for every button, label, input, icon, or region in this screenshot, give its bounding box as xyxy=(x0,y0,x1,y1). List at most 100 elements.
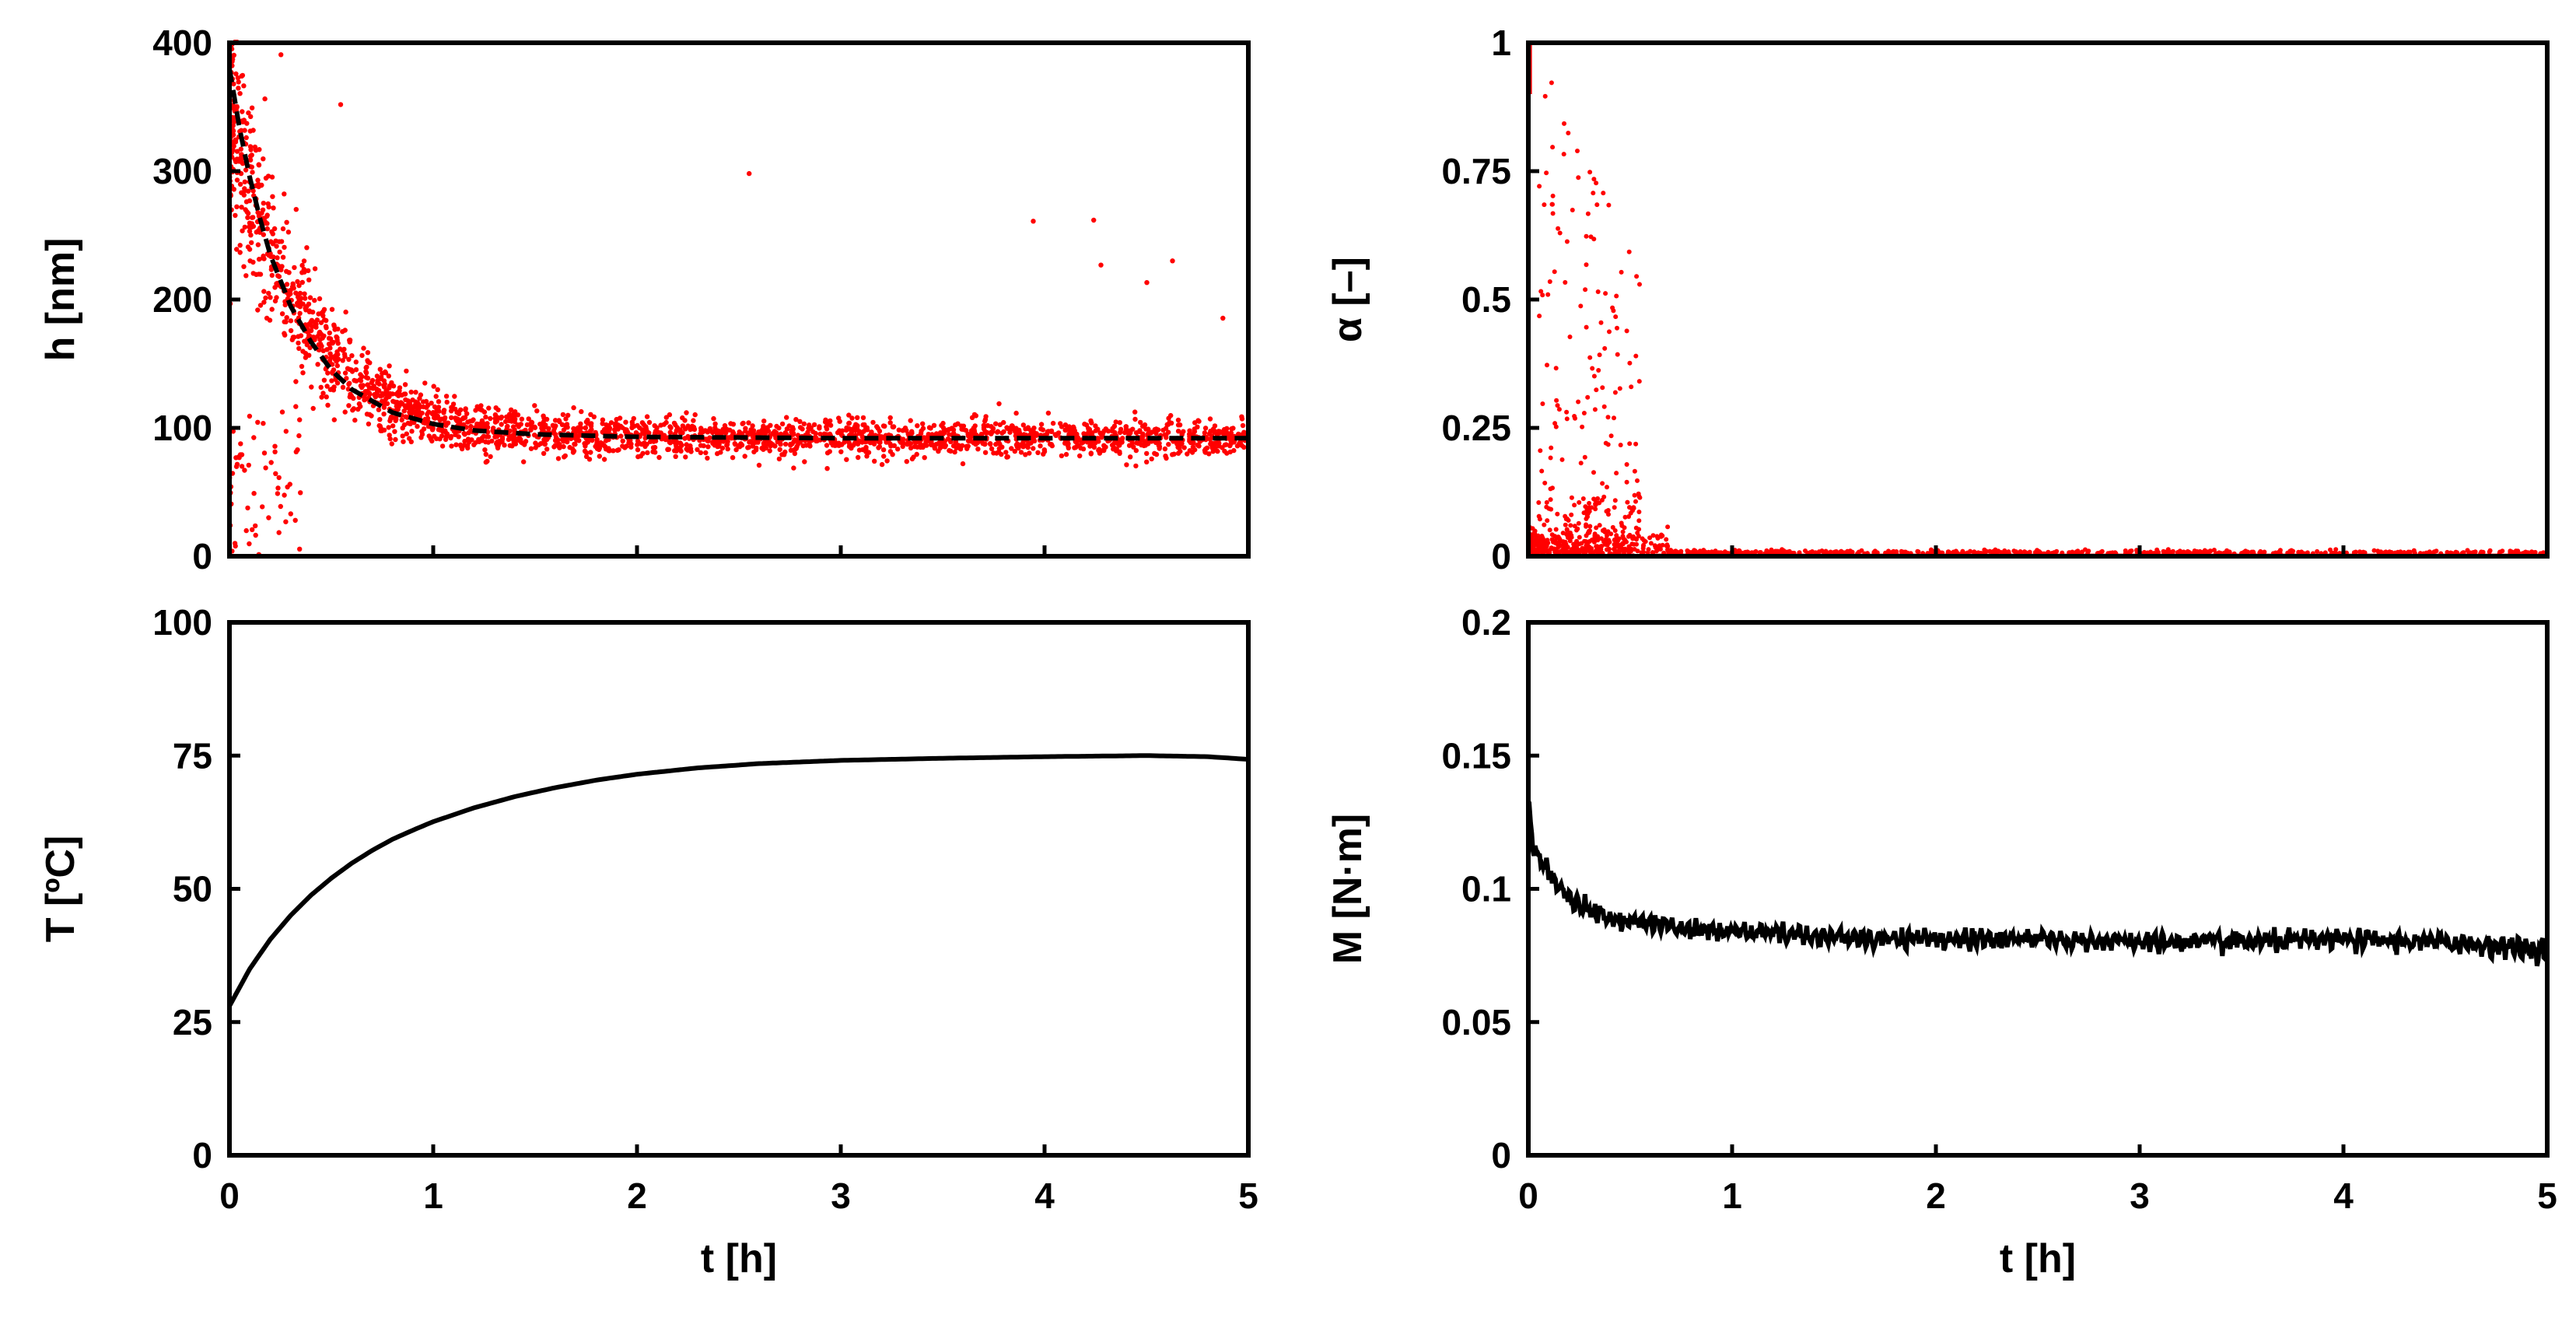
h-point xyxy=(922,455,927,461)
h-point xyxy=(432,433,437,439)
h-point xyxy=(362,397,367,403)
alpha-point xyxy=(1607,329,1612,335)
h-point xyxy=(964,446,970,451)
h-point xyxy=(1066,441,1071,447)
h-point xyxy=(380,370,385,377)
h-point xyxy=(256,162,261,167)
h-point xyxy=(247,229,253,234)
h-point xyxy=(483,451,488,457)
h-point xyxy=(698,450,704,456)
h-point xyxy=(1149,456,1154,462)
h-point xyxy=(775,439,781,444)
h-point xyxy=(667,424,673,429)
x-tick-label: 5 xyxy=(1238,1176,1258,1216)
h-point xyxy=(278,239,285,244)
h-point xyxy=(370,386,376,391)
h-point xyxy=(619,425,625,430)
h-point xyxy=(1185,451,1190,457)
h-point xyxy=(263,465,268,471)
h-point xyxy=(381,412,387,417)
h-point xyxy=(995,429,1001,434)
alpha-point xyxy=(1563,517,1569,522)
h-point xyxy=(832,443,838,448)
h-point xyxy=(1192,447,1198,453)
h-point xyxy=(319,310,324,316)
y-tick-label: 300 xyxy=(152,151,212,191)
h-point xyxy=(1097,430,1103,436)
h-point xyxy=(811,422,817,428)
h-point xyxy=(600,421,605,426)
h-point xyxy=(324,384,330,389)
alpha-point xyxy=(2529,549,2534,555)
alpha-point xyxy=(1584,262,1589,268)
h-point xyxy=(533,440,538,446)
h-point xyxy=(614,426,619,432)
h-point xyxy=(253,147,259,153)
h-point xyxy=(246,462,251,468)
h-point xyxy=(1144,450,1150,457)
h-point xyxy=(792,437,797,443)
h-point xyxy=(571,405,576,411)
h-point xyxy=(274,244,279,249)
h-point xyxy=(456,434,461,440)
h-point xyxy=(284,282,290,287)
h-point xyxy=(296,433,302,439)
h-point xyxy=(340,329,345,335)
h-point xyxy=(460,415,467,421)
h-point xyxy=(343,309,348,315)
h-point xyxy=(1041,447,1048,453)
h-point xyxy=(1209,435,1214,440)
h-point xyxy=(1009,446,1014,451)
h-point xyxy=(969,431,975,437)
h-point xyxy=(355,406,361,412)
h-point xyxy=(237,243,243,248)
alpha-point xyxy=(1634,274,1640,279)
h-point xyxy=(415,400,421,405)
alpha-point xyxy=(1803,548,1808,553)
h-point xyxy=(999,451,1004,457)
h-point xyxy=(667,439,673,445)
h-point xyxy=(701,443,706,449)
h-point xyxy=(292,335,297,340)
h-point xyxy=(250,215,256,220)
alpha-point xyxy=(1902,549,1907,555)
x-tick-label: 3 xyxy=(2130,1176,2150,1216)
h-point xyxy=(405,420,411,426)
alpha-point xyxy=(1544,504,1549,510)
alpha-point xyxy=(1640,536,1645,541)
alpha-point xyxy=(1538,537,1544,541)
h-point xyxy=(1066,431,1072,437)
h-point xyxy=(1128,454,1133,460)
h-point xyxy=(1139,436,1146,443)
alpha-point xyxy=(1635,548,1640,554)
alpha-point xyxy=(2315,548,2320,554)
h-point xyxy=(726,435,732,440)
alpha-point xyxy=(2487,549,2492,555)
h-point xyxy=(519,440,524,445)
h-point xyxy=(453,406,458,412)
h-point xyxy=(422,380,428,386)
alpha-point xyxy=(1576,520,1581,526)
h-point xyxy=(261,232,266,237)
h-point xyxy=(1167,419,1172,426)
alpha-point xyxy=(1637,495,1643,500)
h-point xyxy=(247,220,253,226)
h-point xyxy=(300,370,306,376)
h-point xyxy=(541,450,547,456)
h-point xyxy=(303,307,309,313)
alpha-point xyxy=(1633,441,1639,447)
h-point xyxy=(266,252,271,258)
h-point xyxy=(1138,419,1143,426)
h-point xyxy=(384,401,390,406)
h-point xyxy=(488,415,493,422)
h-point xyxy=(965,433,971,439)
h-point xyxy=(297,417,303,422)
h-point xyxy=(240,72,246,79)
torque-line xyxy=(1528,801,2547,967)
alpha-point xyxy=(1539,468,1545,474)
h-point xyxy=(688,426,693,433)
h-point xyxy=(266,515,271,520)
h-point xyxy=(255,307,261,313)
h-point xyxy=(261,450,268,456)
alpha-point xyxy=(1559,457,1565,462)
